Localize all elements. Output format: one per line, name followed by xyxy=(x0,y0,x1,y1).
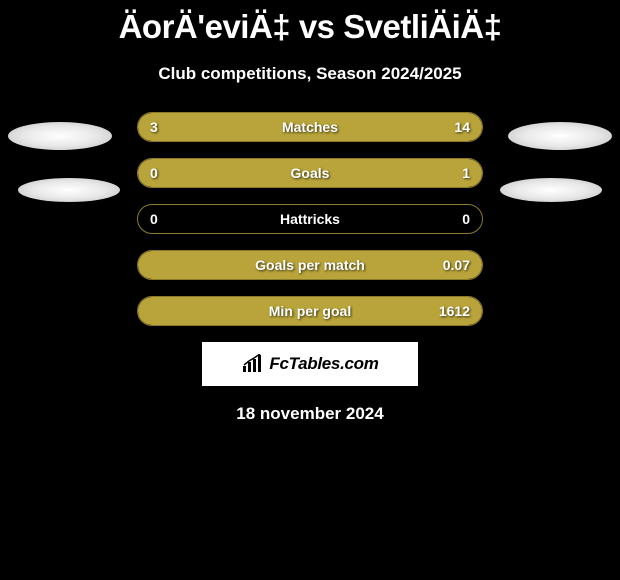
subtitle: Club competitions, Season 2024/2025 xyxy=(0,64,620,84)
page-title: ÄorÄ'eviÄ‡ vs SvetliÄiÄ‡ xyxy=(0,0,620,46)
player-shadow-left-2 xyxy=(18,178,120,202)
stat-label: Goals per match xyxy=(138,251,482,279)
stat-row: 0Hattricks0 xyxy=(137,204,483,234)
branding-text: FcTables.com xyxy=(269,354,378,374)
stat-value-right: 1612 xyxy=(439,297,470,325)
date: 18 november 2024 xyxy=(0,404,620,424)
stats-container: 3Matches140Goals10Hattricks0Goals per ma… xyxy=(137,112,483,326)
stat-row: 3Matches14 xyxy=(137,112,483,142)
stat-label: Hattricks xyxy=(138,205,482,233)
stat-row: Min per goal1612 xyxy=(137,296,483,326)
stat-label: Goals xyxy=(138,159,482,187)
stat-value-right: 0 xyxy=(462,205,470,233)
stat-value-right: 14 xyxy=(454,113,470,141)
player-shadow-right-2 xyxy=(500,178,602,202)
stat-value-right: 1 xyxy=(462,159,470,187)
stat-label: Matches xyxy=(138,113,482,141)
stat-label: Min per goal xyxy=(138,297,482,325)
chart-icon xyxy=(241,354,265,374)
branding-link[interactable]: FcTables.com xyxy=(202,342,418,386)
stat-row: Goals per match0.07 xyxy=(137,250,483,280)
player-shadow-right-1 xyxy=(508,122,612,150)
stat-value-right: 0.07 xyxy=(443,251,470,279)
stat-row: 0Goals1 xyxy=(137,158,483,188)
player-shadow-left-1 xyxy=(8,122,112,150)
